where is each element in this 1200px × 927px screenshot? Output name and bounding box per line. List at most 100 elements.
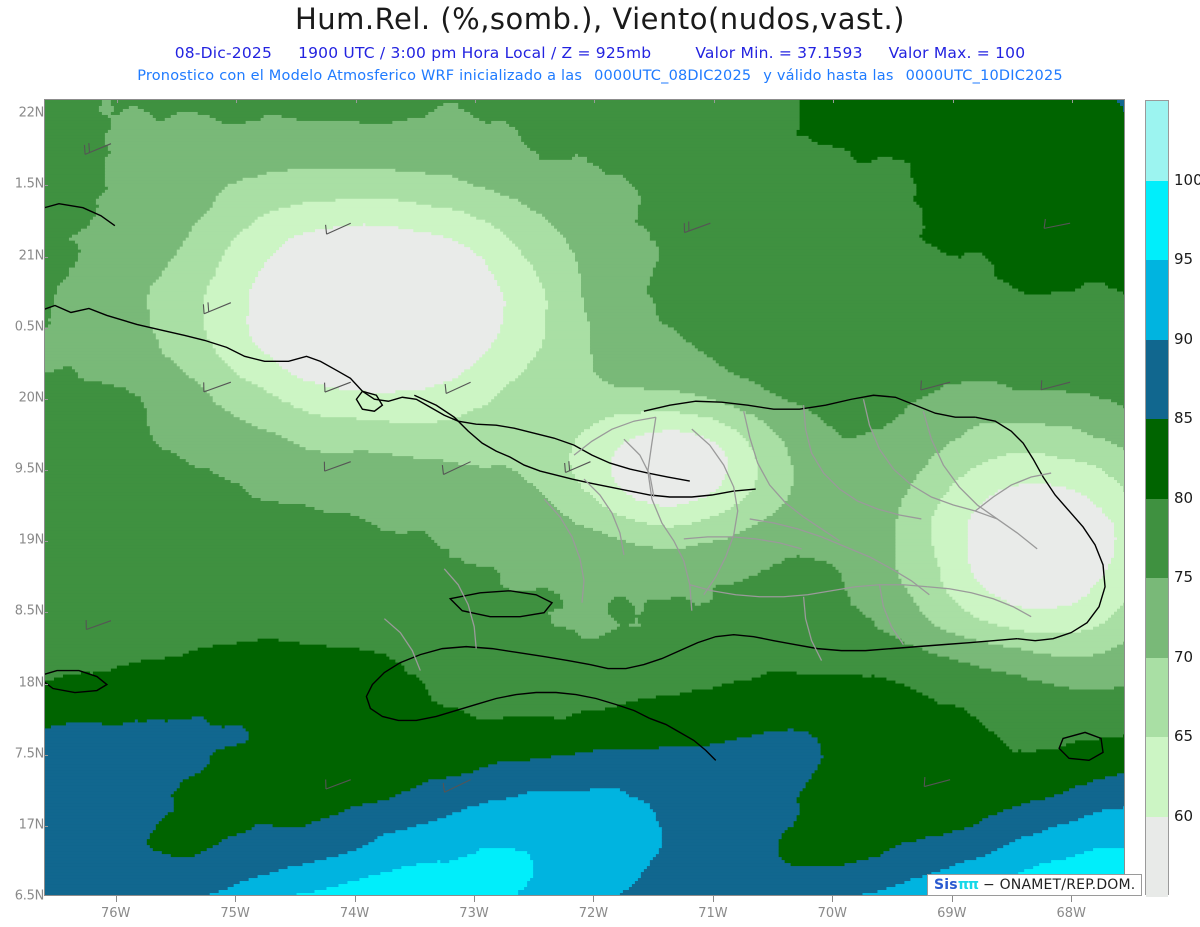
coastline [448, 590, 554, 618]
colorbar-swatch [1146, 737, 1168, 818]
colorbar-swatch [1146, 816, 1168, 897]
wind-barb [924, 779, 951, 788]
x-tick-label: 72W [578, 906, 609, 921]
colorbar-tick-label: 100 [1174, 170, 1200, 189]
wind-barb [203, 381, 232, 393]
wind-barb-flag [88, 143, 91, 153]
separator-slash-1: / [379, 44, 386, 62]
x-tick-mark [832, 896, 833, 902]
colorbar[interactable] [1145, 100, 1169, 897]
model-init-run: 0000UTC_08DIC2025 [594, 68, 752, 84]
admin-border [802, 405, 922, 520]
valid-until-text: y válido hasta las [763, 68, 894, 84]
wind-barb-flag [444, 384, 447, 394]
model-description: Pronostico con el Modelo Atmosferico WRF… [137, 68, 583, 84]
x-tick-mark [952, 896, 953, 902]
admin-border [543, 498, 585, 603]
pressure-level: Z = 925mb [561, 44, 652, 62]
x-tick-mark [593, 896, 594, 902]
watermark-agency-text: − ONAMET/REP.DOM. [982, 877, 1136, 893]
subtitle-line-2: Pronostico con el Modelo Atmosferico WRF… [0, 68, 1200, 84]
colorbar-tick-label: 80 [1174, 488, 1194, 507]
colorbar-tick-label: 65 [1174, 727, 1194, 745]
admin-border [862, 399, 998, 520]
wind-barb [326, 222, 351, 235]
colorbar-tick-label: 70 [1174, 647, 1194, 666]
value-min: Valor Min. = 37.1593 [695, 44, 863, 62]
coastline [643, 394, 976, 418]
x-axis: 76W 75W 74W 73W 72W 71W 70W 69W 68W [44, 896, 1125, 927]
y-tick-label: 1.5N [14, 176, 45, 192]
wind-barb-flag [923, 777, 926, 787]
y-tick-label: 9.5N [14, 461, 45, 477]
wind-barb-flag [1043, 218, 1046, 229]
y-tick-label: 18N [18, 675, 45, 691]
coastline [589, 633, 1018, 670]
colorbar-swatch [1146, 260, 1168, 341]
admin-border [927, 586, 1032, 618]
admin-border [802, 596, 823, 661]
wind-barb [443, 461, 471, 475]
y-tick-label: 22N [18, 105, 45, 121]
admin-border [683, 536, 802, 550]
x-tick-label: 71W [698, 906, 728, 921]
wind-barb-flag [920, 380, 922, 391]
admin-border [689, 584, 928, 598]
utc-time: 1900 UTC [298, 44, 375, 62]
coastline [45, 203, 116, 227]
colorbar-tick-label: 90 [1174, 329, 1194, 348]
admin-border [878, 584, 904, 645]
watermark-pi-icon: ππ [957, 877, 979, 893]
wind-barb [324, 381, 351, 393]
humidity-shading-field [45, 100, 1124, 895]
y-tick-label: 17N [18, 817, 45, 833]
colorbar-tick-label: 75 [1174, 568, 1194, 586]
wind-barb-flag [1040, 380, 1043, 390]
wind-barb [325, 779, 351, 790]
colorbar-tick-label: 85 [1174, 409, 1194, 427]
wind-barb [920, 381, 951, 391]
wind-barb-flag [83, 144, 86, 155]
humidity-contours [45, 100, 1124, 895]
coastline [1058, 731, 1104, 762]
colorbar-tick-label: 95 [1174, 250, 1194, 268]
admin-border [647, 417, 693, 611]
x-tick-mark [474, 896, 475, 902]
colorbar-swatch [1146, 578, 1168, 659]
x-tick-mark [1071, 896, 1072, 902]
wind-barb-flag [441, 465, 445, 475]
admin-border [743, 411, 840, 542]
admin-border [443, 568, 477, 649]
colorbar-swatch [1146, 419, 1168, 500]
y-tick-label: 0.5N [14, 319, 45, 335]
x-tick-mark [116, 896, 117, 902]
y-tick-label: 20N [18, 390, 45, 406]
y-tick-label: 19N [18, 532, 45, 548]
x-tick-mark [355, 896, 356, 902]
colorbar-swatch [1146, 180, 1168, 261]
x-tick-label: 68W [1056, 906, 1086, 921]
colorbar-swatch [1146, 498, 1168, 579]
admin-border [623, 438, 655, 498]
map-plot-area[interactable] [44, 99, 1125, 896]
admin-border [749, 518, 930, 596]
watermark-sis-text: Sis [934, 877, 958, 893]
page-title: Hum.Rel. (%,somb.), Viento(nudos,vast.) [295, 2, 905, 36]
value-max: Valor Max. = 100 [888, 44, 1026, 62]
wind-barb [84, 143, 112, 155]
y-tick-label: 8.5N [14, 603, 45, 619]
subtitle-line-1: 08-Dic-2025 1900 UTC / 3:00 pm Hora Local… [0, 44, 1200, 62]
wind-barb-flag [325, 224, 328, 235]
colorbar-swatch [1146, 339, 1168, 420]
chart-header: Hum.Rel. (%,somb.), Viento(nudos,vast.) … [0, 0, 1200, 92]
colorbar-tick-label: 60 [1174, 806, 1194, 825]
x-tick-label: 75W [220, 906, 250, 921]
admin-border [573, 416, 656, 456]
colorbar-labels: 100 95 90 85 80 75 70 65 60 [1174, 100, 1200, 895]
coastline [365, 645, 651, 722]
admin-border [383, 618, 421, 671]
local-time: 3:00 pm Hora Local [390, 44, 546, 62]
x-tick-label: 70W [817, 906, 848, 921]
coastline [975, 416, 1106, 642]
wind-barb [1044, 222, 1071, 229]
